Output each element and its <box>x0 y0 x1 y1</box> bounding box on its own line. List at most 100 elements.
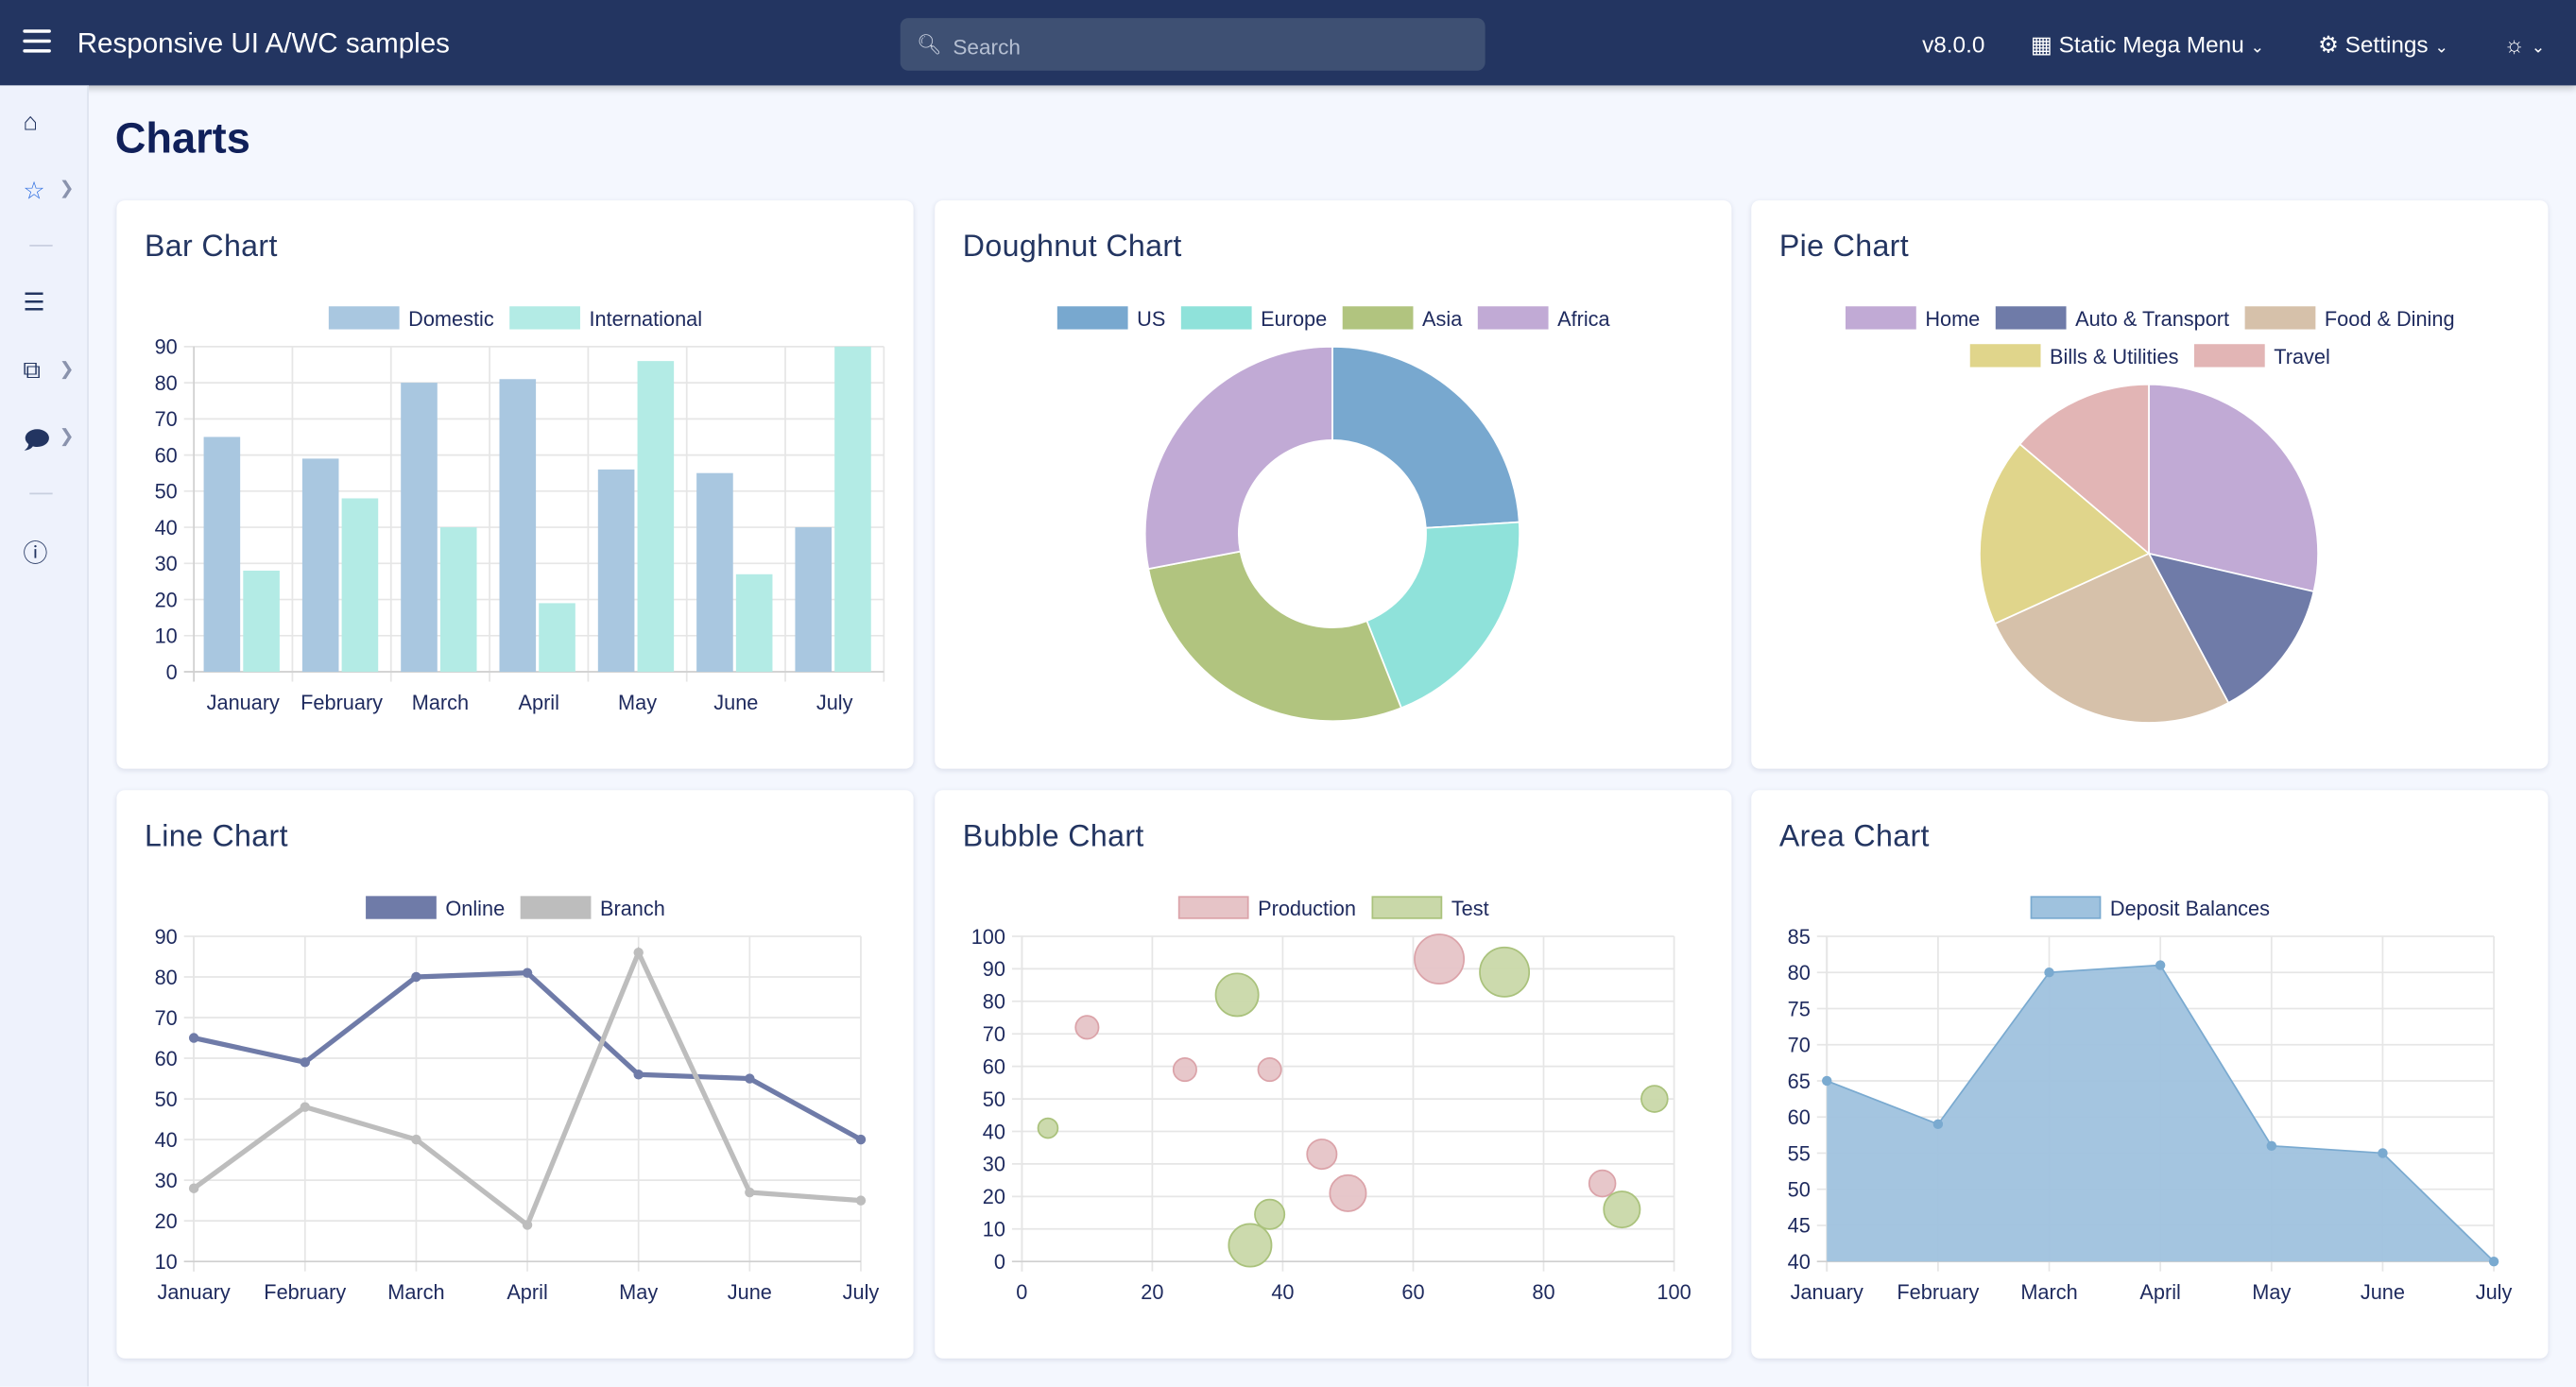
data-point <box>522 967 533 978</box>
legend-swatch <box>509 306 580 330</box>
mega-menu-button[interactable]: ▦ Static Mega Menu ⌄ <box>2031 31 2264 60</box>
bar-international <box>539 603 575 673</box>
y-tick-label: 55 <box>1788 1141 1811 1165</box>
bubble-test <box>1254 1198 1286 1230</box>
y-tick-label: 30 <box>983 1153 1005 1176</box>
data-point <box>300 1057 311 1068</box>
data-point <box>855 1134 867 1145</box>
sun-icon: ☼ <box>2503 31 2525 58</box>
legend-label: Food & Dining <box>2325 307 2455 331</box>
legend-swatch <box>1477 306 1549 330</box>
legend-item: International <box>509 306 702 331</box>
legend-label: Production <box>1258 897 1356 920</box>
legend-swatch <box>2244 306 2316 330</box>
y-tick-label: 10 <box>983 1218 1005 1241</box>
line-chart-card: Line Chart Online Branch 10 20 30 40 50 60 70 80 90… <box>116 790 914 1359</box>
y-tick-label: 80 <box>983 990 1005 1014</box>
card-title: Line Chart <box>144 817 288 853</box>
sidebar-item-components[interactable]: ⧉ ❯ <box>23 356 74 389</box>
legend-item: Branch <box>520 896 665 920</box>
bar-international <box>243 570 280 673</box>
y-tick-label: 50 <box>983 1087 1005 1111</box>
bar-international <box>834 346 871 673</box>
y-tick-label: 30 <box>155 552 178 575</box>
y-tick-label: 0 <box>166 660 178 684</box>
bubble-chart-card: Bubble Chart Production Test 0 10 20 30 40 50 60 7… <box>935 790 1732 1359</box>
y-tick-label: 70 <box>155 407 178 431</box>
y-tick-label: 40 <box>983 1120 1005 1143</box>
x-tick-label: 60 <box>1401 1280 1424 1304</box>
theme-button[interactable]: ☼ ⌄ <box>2504 31 2546 58</box>
star-icon: ☆ <box>23 177 45 206</box>
legend-swatch <box>1969 344 2041 368</box>
sidebar-item-info[interactable]: ⓘ <box>23 536 72 569</box>
legend-item: Production <box>1177 896 1356 920</box>
x-tick-label: January <box>207 691 280 714</box>
legend-label: Branch <box>600 897 665 920</box>
bar-domestic <box>203 437 241 673</box>
x-tick-label: January <box>158 1280 231 1304</box>
legend-item: Food & Dining <box>2244 306 2455 331</box>
legend-label: Online <box>445 897 505 920</box>
legend-item: Africa <box>1477 306 1611 331</box>
y-tick-label: 40 <box>155 1128 178 1152</box>
app-title[interactable]: Responsive UI A/WC samples <box>77 27 450 60</box>
x-tick-label: February <box>301 691 383 714</box>
card-title: Doughnut Chart <box>962 228 1182 264</box>
settings-button[interactable]: ⚙ Settings ⌄ <box>2318 31 2448 60</box>
slice-travel <box>2018 383 2150 556</box>
chevron-down-icon: ⌄ <box>2531 39 2546 58</box>
sidebar-item-home[interactable]: ⌂ <box>23 109 72 142</box>
bar-domestic <box>301 458 339 673</box>
data-point <box>855 1195 867 1206</box>
bubble-production <box>1257 1057 1282 1083</box>
area-chart: Deposit Balances 40 45 50 55 60 65 70 75 80 85 Janu… <box>1788 896 2513 1304</box>
sidebar-item-favorites[interactable]: ☆ ❯ <box>23 176 74 209</box>
y-tick-label: 10 <box>155 625 178 648</box>
bubble-production <box>1172 1057 1197 1083</box>
x-tick-label: 80 <box>1532 1280 1554 1304</box>
slice-food-dining <box>1993 552 2230 724</box>
search-icon: 🔍︎ <box>917 32 942 57</box>
y-tick-label: 40 <box>155 516 178 539</box>
legend-swatch <box>1056 306 1128 330</box>
data-point <box>2488 1256 2499 1267</box>
search-box[interactable]: 🔍︎ <box>900 18 1485 75</box>
y-tick-label: 20 <box>155 1209 178 1233</box>
building-icon: ▦ <box>2030 31 2052 58</box>
y-tick-label: 40 <box>1788 1250 1811 1274</box>
legend-swatch <box>1180 306 1252 330</box>
y-tick-label: 30 <box>155 1169 178 1192</box>
sidebar: ⌂ ☆ ❯ ☰ ⧉ ❯ 🗩︎ ❯ ⓘ <box>0 85 89 1387</box>
sidebar-item-messages[interactable]: 🗩︎ ❯ <box>23 424 74 457</box>
y-tick-label: 60 <box>155 443 178 467</box>
settings-label: Settings <box>2344 31 2429 58</box>
card-title: Bar Chart <box>144 228 278 264</box>
data-point <box>300 1102 311 1112</box>
y-tick-label: 50 <box>155 480 178 504</box>
chat-icon: 🗩︎ <box>23 427 51 455</box>
hamburger-icon[interactable] <box>23 29 51 53</box>
legend-row: Home Auto & Transport Food & Dining <box>1846 306 2455 331</box>
bubble-production <box>1588 1169 1617 1198</box>
legend-swatch <box>1846 306 1916 330</box>
legend-label: Asia <box>1422 307 1463 331</box>
x-tick-label: July <box>843 1280 880 1304</box>
legend-swatch <box>328 306 400 330</box>
data-point <box>522 1220 533 1230</box>
y-tick-label: 0 <box>994 1250 1005 1274</box>
chevron-down-icon: ⌄ <box>2434 39 2448 58</box>
bubble-test <box>1479 946 1531 998</box>
search-input[interactable] <box>949 18 1466 75</box>
x-tick-label: April <box>507 1280 547 1304</box>
x-tick-label: July <box>2476 1280 2513 1304</box>
data-point <box>1932 1119 1944 1130</box>
legend-label: Travel <box>2274 345 2330 368</box>
legend-row: US Europe Asia Africa <box>1056 306 1611 331</box>
data-point <box>745 1187 755 1198</box>
x-tick-label: June <box>2361 1280 2405 1304</box>
y-tick-label: 90 <box>155 925 178 949</box>
sidebar-item-forms[interactable]: ☰ <box>23 287 72 320</box>
bubble-test <box>1037 1117 1059 1139</box>
